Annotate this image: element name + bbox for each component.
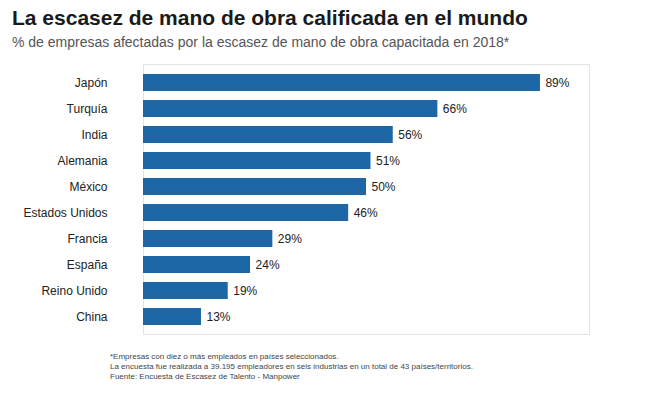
html-text:Fuente: Encuesta de Escasez de: Fuente: Encuesta de Escasez de Talento -… bbox=[110, 372, 300, 381]
svg-text:24%: 24% bbox=[256, 258, 280, 272]
html-text:La escasez de mano de obra cal: La escasez de mano de obra calificada en… bbox=[12, 6, 528, 29]
html-text:La encuesta fue realizada a 39: La encuesta fue realizada a 39.195 emple… bbox=[110, 362, 473, 371]
svg-text:India: India bbox=[81, 128, 107, 142]
svg-text:China: China bbox=[76, 310, 108, 324]
svg-text:19%: 19% bbox=[233, 284, 257, 298]
svg-text:51%: 51% bbox=[376, 154, 400, 168]
svg-text:Estados Unidos: Estados Unidos bbox=[23, 206, 107, 220]
html-text:*Empresas con diez o más emple: *Empresas con diez o más empleados en pa… bbox=[110, 352, 339, 361]
svg-text:50%: 50% bbox=[372, 180, 396, 194]
svg-text:Alemania: Alemania bbox=[57, 154, 107, 168]
svg-text:Turquía: Turquía bbox=[67, 102, 108, 116]
svg-text:Japón: Japón bbox=[75, 76, 108, 90]
svg-text:13%: 13% bbox=[206, 310, 230, 324]
svg-text:89%: 89% bbox=[545, 76, 569, 90]
svg-text:56%: 56% bbox=[398, 128, 422, 142]
svg-text:Reino Unido: Reino Unido bbox=[41, 284, 107, 298]
svg-text:Francia: Francia bbox=[67, 232, 107, 246]
svg-text:29%: 29% bbox=[278, 232, 302, 246]
html-text:% de empresas afectadas por la: % de empresas afectadas por la escasez d… bbox=[12, 34, 510, 50]
svg-text:México: México bbox=[69, 180, 107, 194]
svg-text:España: España bbox=[67, 258, 108, 272]
svg-text:66%: 66% bbox=[443, 102, 467, 116]
svg-text:46%: 46% bbox=[354, 206, 378, 220]
